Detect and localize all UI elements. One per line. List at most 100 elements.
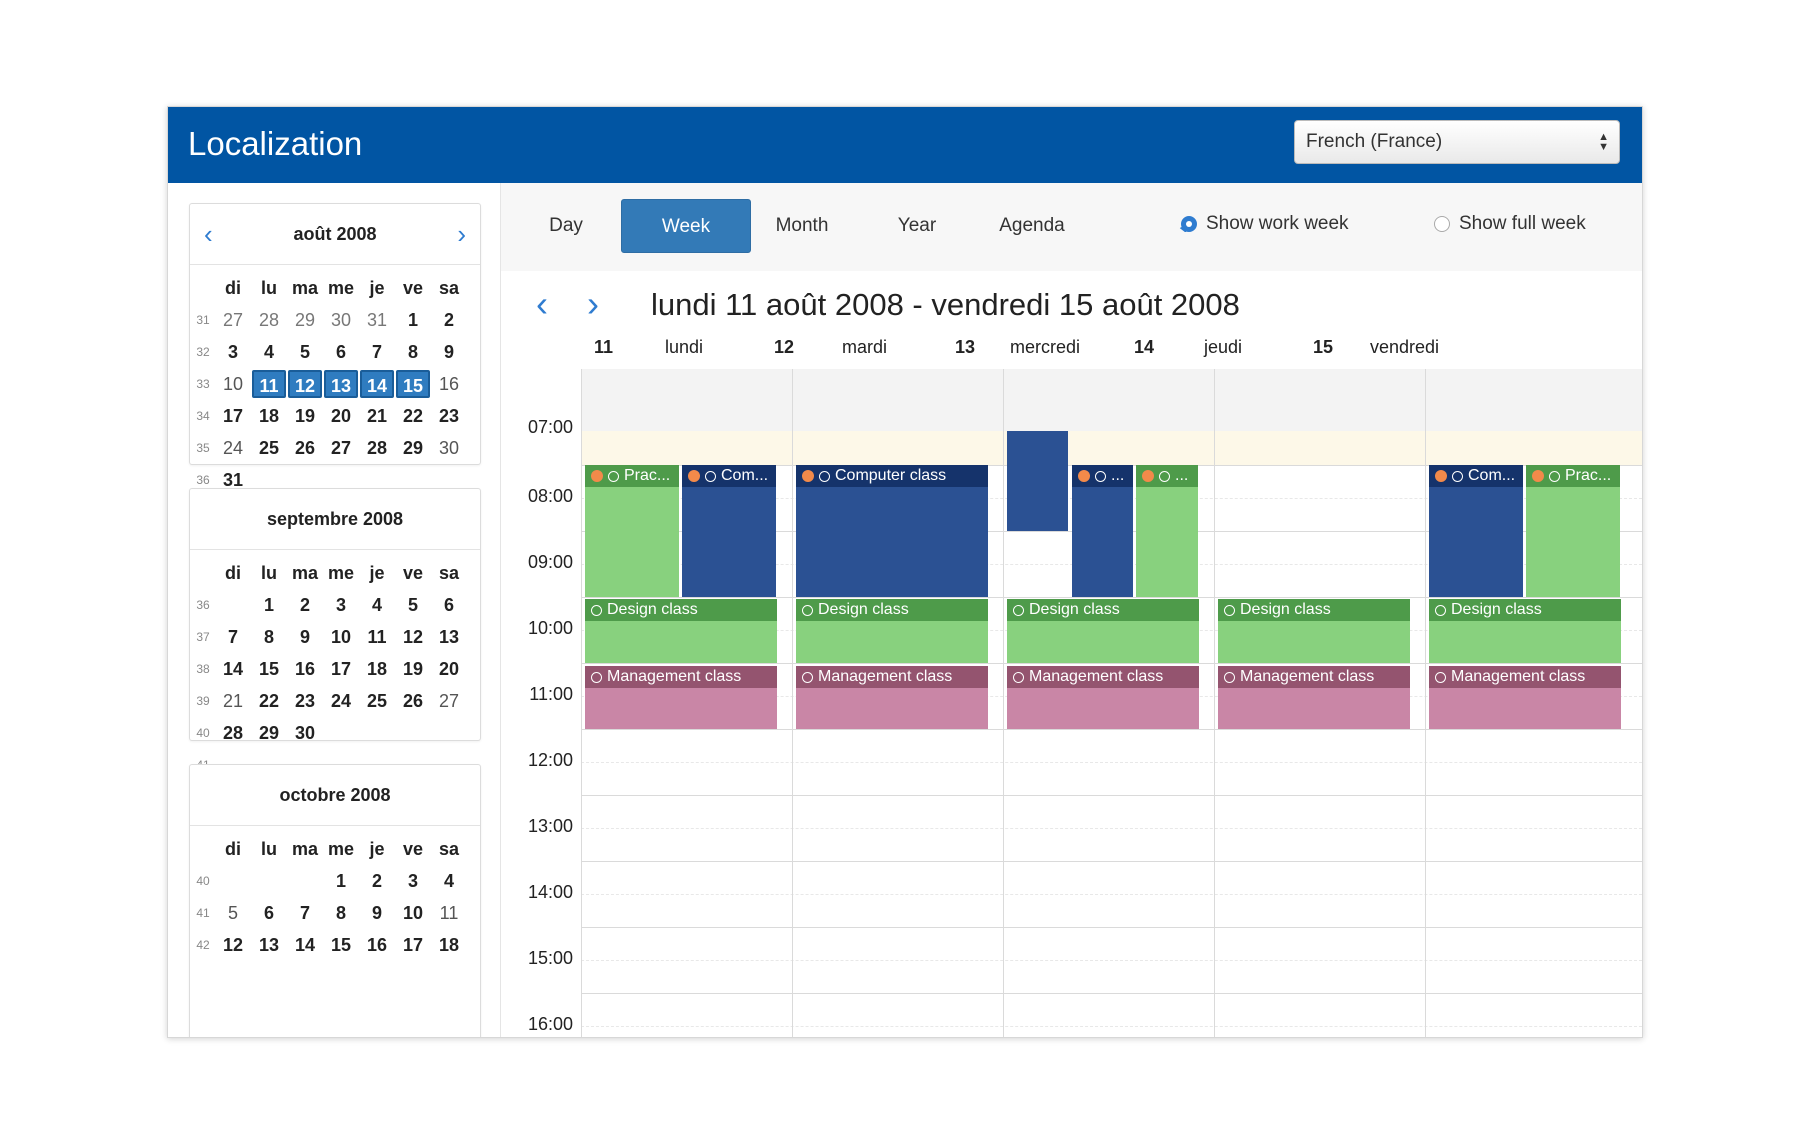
calendar-day[interactable]: 28: [366, 438, 388, 458]
calendar-day[interactable]: 26: [402, 691, 424, 711]
calendar-day[interactable]: 5: [299, 342, 310, 362]
calendar-day[interactable]: 4: [443, 871, 454, 891]
calendar-day[interactable]: 10: [330, 627, 352, 647]
calendar-day[interactable]: 30: [294, 723, 316, 743]
calendar-day[interactable]: 3: [335, 595, 346, 615]
calendar-day[interactable]: 25: [258, 438, 280, 458]
calendar-day[interactable]: 1: [335, 871, 346, 891]
show-full-week-radio[interactable]: Show full week: [1434, 213, 1586, 235]
calendar-day[interactable]: 15: [258, 659, 280, 679]
day-header-number[interactable]: 15: [1313, 337, 1334, 357]
calendar-day[interactable]: 9: [443, 342, 454, 362]
calendar-day[interactable]: 20: [330, 406, 352, 426]
calendar-day[interactable]: 27: [438, 691, 460, 711]
chevron-left-icon[interactable]: ‹: [204, 219, 213, 249]
calendar-day[interactable]: 6: [335, 342, 346, 362]
calendar-day[interactable]: 30: [438, 438, 460, 458]
calendar-day[interactable]: 16: [438, 374, 460, 394]
calendar-day[interactable]: 11: [252, 370, 286, 398]
event-design-class[interactable]: Design class: [1007, 599, 1199, 663]
calendar-day[interactable]: 14: [222, 659, 244, 679]
event-computer-class[interactable]: Computer class: [796, 465, 988, 597]
calendar-day[interactable]: 13: [324, 370, 358, 398]
calendar-day[interactable]: 13: [438, 627, 460, 647]
view-year-button[interactable]: Year: [897, 215, 937, 236]
calendar-day[interactable]: 16: [366, 935, 388, 955]
event-management-class[interactable]: Management class: [1429, 666, 1621, 729]
day-header-number[interactable]: 12: [774, 337, 795, 357]
event-computer[interactable]: Com...: [682, 465, 776, 597]
chevron-right-icon[interactable]: ›: [457, 219, 466, 249]
calendar-day[interactable]: 23: [438, 406, 460, 426]
calendar-day[interactable]: 8: [335, 903, 346, 923]
day-header-name[interactable]: jeudi: [1204, 337, 1243, 357]
calendar-day[interactable]: 19: [402, 659, 424, 679]
calendar-day[interactable]: 1: [407, 310, 418, 330]
calendar-day[interactable]: 11: [367, 627, 387, 647]
calendar-day[interactable]: 17: [330, 659, 352, 679]
calendar-day[interactable]: 8: [407, 342, 418, 362]
calendar-day[interactable]: 23: [294, 691, 316, 711]
calendar-day[interactable]: 29: [258, 723, 280, 743]
event-practical[interactable]: ...: [1136, 465, 1198, 597]
calendar-day[interactable]: 31: [222, 470, 244, 490]
previous-week-button[interactable]: ‹: [536, 283, 548, 324]
mini-calendar-title[interactable]: août 2008: [293, 224, 377, 244]
calendar-day[interactable]: 31: [366, 310, 388, 330]
calendar-day[interactable]: 16: [294, 659, 316, 679]
calendar-day[interactable]: 12: [288, 370, 322, 398]
event-practical[interactable]: Prac...: [1526, 465, 1620, 597]
calendar-day[interactable]: 3: [227, 342, 238, 362]
calendar-day[interactable]: 14: [294, 935, 316, 955]
calendar-day[interactable]: 7: [299, 903, 310, 923]
calendar-day[interactable]: 2: [299, 595, 310, 615]
event-design-class[interactable]: Design class: [585, 599, 777, 663]
calendar-day[interactable]: 18: [258, 406, 280, 426]
calendar-day[interactable]: 5: [227, 903, 238, 923]
day-header-name[interactable]: mercredi: [1010, 337, 1081, 357]
calendar-day[interactable]: 18: [438, 935, 460, 955]
calendar-day[interactable]: 15: [330, 935, 352, 955]
calendar-day[interactable]: 25: [366, 691, 388, 711]
calendar-day[interactable]: 9: [299, 627, 310, 647]
calendar-day[interactable]: 24: [222, 438, 244, 458]
view-week-button[interactable]: Week: [621, 199, 751, 253]
calendar-day[interactable]: 7: [227, 627, 238, 647]
calendar-day[interactable]: 9: [371, 903, 382, 923]
next-week-button[interactable]: ›: [587, 283, 599, 324]
view-day-button[interactable]: Day: [549, 215, 583, 236]
calendar-day[interactable]: 2: [443, 310, 454, 330]
event-management-class[interactable]: Management class: [1218, 666, 1410, 729]
calendar-day[interactable]: 26: [294, 438, 316, 458]
calendar-day[interactable]: 10: [222, 374, 244, 394]
mini-calendar-title[interactable]: octobre 2008: [279, 785, 391, 805]
calendar-day[interactable]: 30: [330, 310, 352, 330]
event-computer[interactable]: Com...: [1429, 465, 1523, 597]
calendar-day[interactable]: 17: [222, 406, 244, 426]
day-header-number[interactable]: 13: [955, 337, 976, 357]
calendar-day[interactable]: 21: [366, 406, 388, 426]
mini-calendar-title[interactable]: septembre 2008: [266, 509, 404, 529]
view-month-button[interactable]: Month: [775, 215, 829, 236]
calendar-day[interactable]: 6: [263, 903, 274, 923]
calendar-day[interactable]: 4: [263, 342, 274, 362]
calendar-day[interactable]: 27: [222, 310, 244, 330]
event-management-class[interactable]: Management class: [585, 666, 777, 729]
calendar-day[interactable]: 5: [407, 595, 418, 615]
calendar-day[interactable]: 7: [371, 342, 382, 362]
calendar-day[interactable]: 29: [402, 438, 424, 458]
language-select[interactable]: French (France) ▲ ▼: [1294, 120, 1620, 164]
calendar-day[interactable]: 15: [396, 370, 430, 398]
calendar-day[interactable]: 17: [402, 935, 424, 955]
calendar-day[interactable]: 22: [402, 406, 424, 426]
day-header-name[interactable]: lundi: [665, 337, 704, 357]
calendar-day[interactable]: 14: [360, 370, 394, 398]
day-header-number[interactable]: 11: [594, 337, 614, 357]
calendar-day[interactable]: 4: [371, 595, 382, 615]
event-management-class[interactable]: Management class: [796, 666, 988, 729]
calendar-day[interactable]: 12: [222, 935, 244, 955]
calendar-day[interactable]: 3: [407, 871, 418, 891]
event-design-class[interactable]: Design class: [1218, 599, 1410, 663]
calendar-day[interactable]: 29: [294, 310, 316, 330]
day-header-name[interactable]: mardi: [842, 337, 888, 357]
